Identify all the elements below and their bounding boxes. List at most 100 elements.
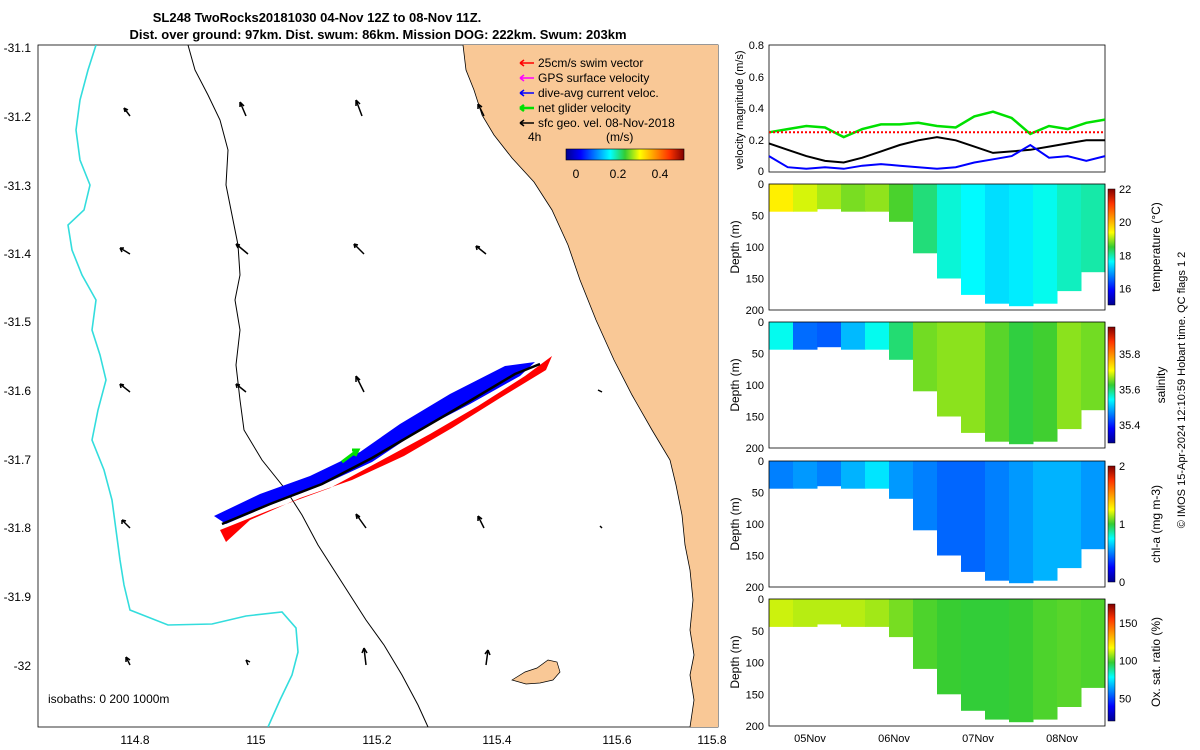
oxygen-y-label: Depth (m) xyxy=(728,635,742,688)
salinity-colorbar-tick: 35.8 xyxy=(1119,349,1140,361)
chla-colorbar xyxy=(1107,465,1116,583)
geo-arrow xyxy=(477,515,485,529)
salinity-heatmap xyxy=(769,322,1106,445)
chla-y-label: Depth (m) xyxy=(728,497,742,550)
oxygen-cell xyxy=(865,599,890,627)
velocity-y-tick: 0 xyxy=(758,166,764,178)
temperature-colorbar-tick: 22 xyxy=(1119,184,1131,196)
legend-dive-current: dive-avg current veloc. xyxy=(538,86,659,100)
oxygen-cell xyxy=(793,599,818,627)
chl-a-cell xyxy=(1009,461,1034,584)
colorbar-tick-2: 0.4 xyxy=(652,167,669,181)
legend-net-marker xyxy=(519,104,534,112)
net-velocity-arrow xyxy=(341,448,361,464)
geo-arrow xyxy=(121,519,131,529)
coastline xyxy=(462,45,695,727)
temperature-depth-tick: 200 xyxy=(746,305,764,317)
oxygen-colorbar-tick: 100 xyxy=(1119,656,1137,668)
oxygen-colorbar-tick: 150 xyxy=(1119,618,1137,630)
chla-heatmap xyxy=(769,461,1106,584)
oxygen-cell xyxy=(985,599,1010,720)
geo-arrow xyxy=(239,101,247,117)
land xyxy=(463,45,718,727)
geo-arrow xyxy=(475,245,487,255)
oxygen-cell xyxy=(961,599,986,711)
salinity-depth-tick: 100 xyxy=(746,380,764,392)
oxygen-depth-tick: 200 xyxy=(746,721,764,733)
velocity-y-tick: 0.4 xyxy=(749,103,764,115)
chl-a-colorbar-tick: 2 xyxy=(1119,461,1125,473)
legend-gps-marker xyxy=(519,74,534,82)
temperature-cell xyxy=(1081,184,1106,273)
legend-net-velocity: net glider velocity xyxy=(538,101,631,115)
temperature-colorbar-tick: 20 xyxy=(1119,217,1131,229)
chl-a-cell xyxy=(769,461,794,489)
chl-a-cell xyxy=(985,461,1010,581)
temperature-cell xyxy=(793,184,818,212)
chla-c-label: chl-a (mg m-3) xyxy=(1149,485,1163,563)
oxygen-panel: Depth (m) Ox. sat. ratio (%) xyxy=(728,598,1163,727)
oxygen-cell xyxy=(1081,599,1106,688)
legend-swim-vector: 25cm/s swim vector xyxy=(538,56,643,70)
map-x-tick: 115.2 xyxy=(362,733,391,747)
temperature-cell xyxy=(889,184,914,222)
salinity-cell xyxy=(769,322,794,350)
oxygen-depth-tick: 100 xyxy=(746,658,764,670)
temperature-depth-tick: 50 xyxy=(752,211,764,223)
geo-arrow xyxy=(125,656,131,666)
time-tick: 07Nov xyxy=(962,733,994,745)
geo-arrow xyxy=(235,383,247,393)
geo-arrow xyxy=(355,513,367,529)
time-tick: 08Nov xyxy=(1046,733,1078,745)
time-tick: 05Nov xyxy=(794,733,826,745)
geo-arrow xyxy=(361,647,368,666)
map-panel: 25cm/s swim vector GPS surface velocity … xyxy=(4,41,727,747)
map-x-tick: 114.8 xyxy=(120,733,149,747)
geo-arrow xyxy=(477,103,485,117)
salinity-panel: Depth (m) salinity xyxy=(728,321,1168,449)
map-y-tick: -31.7 xyxy=(4,453,32,467)
map-y-tick: -31.6 xyxy=(4,384,32,398)
footer: © IMOS 15-Apr-2024 12:10:59 Hobart time.… xyxy=(1176,252,1188,529)
salinity-cell xyxy=(793,322,818,350)
geo-arrow xyxy=(484,649,491,666)
oxygen-cell xyxy=(889,599,914,638)
velocity-frame xyxy=(768,44,1106,173)
legend-geo-marker xyxy=(519,119,534,127)
geo-arrow xyxy=(119,247,131,255)
geo-arrow xyxy=(123,107,131,117)
salinity-colorbar-tick: 35.4 xyxy=(1119,420,1140,432)
legend-gps-velocity: GPS surface velocity xyxy=(538,71,649,85)
map-y-tick: -31.5 xyxy=(4,315,32,329)
geo-arrow xyxy=(355,375,365,393)
colorbar-tick-0: 0 xyxy=(573,167,580,181)
chl-a-cell xyxy=(889,461,914,499)
map-x-tick: 115.4 xyxy=(482,733,511,747)
temperature-cell xyxy=(1057,184,1082,292)
temperature-heatmap xyxy=(769,184,1106,307)
salinity-cell xyxy=(985,322,1010,442)
salinity-cell xyxy=(865,322,890,350)
chl-a-cell xyxy=(961,461,986,572)
island xyxy=(511,659,561,685)
salinity-depth-tick: 200 xyxy=(746,443,764,455)
map-y-tick: -31.4 xyxy=(4,247,32,261)
oxygen-c-label: Ox. sat. ratio (%) xyxy=(1149,617,1163,707)
temperature-colorbar xyxy=(1107,188,1116,306)
map-colorbar xyxy=(565,148,685,161)
chl-a-depth-tick: 100 xyxy=(746,519,764,531)
salinity-cell xyxy=(1009,322,1034,445)
track-line xyxy=(221,362,541,526)
temperature-cell xyxy=(1009,184,1034,307)
salinity-cell xyxy=(889,322,914,360)
chla-panel: Depth (m) chl-a (mg m-3) xyxy=(728,460,1163,588)
map-y-tick: -31.1 xyxy=(4,41,32,55)
velocity-y-label: velocity magnitude (m/s) xyxy=(734,50,746,169)
salinity-c-label: salinity xyxy=(1154,367,1168,404)
temperature-cell xyxy=(841,184,866,212)
temperature-depth-tick: 0 xyxy=(758,179,764,191)
salinity-depth-tick: 150 xyxy=(746,412,764,424)
title-line-2: Dist. over ground: 97km. Dist. swum: 86k… xyxy=(129,27,626,42)
geo-arrow xyxy=(597,389,603,393)
